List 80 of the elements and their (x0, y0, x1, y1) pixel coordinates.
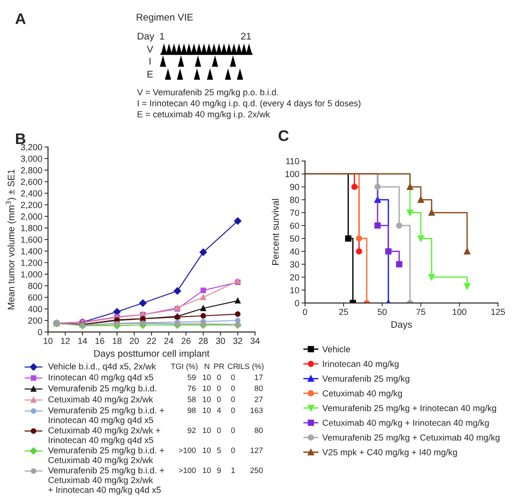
legend-label: Vemurafenib 25 mg/kg b.i.d. + Cetuximab 40 mg/kg 2x/wk + Irinotecan 40 mg/kg q4d x5 (48, 467, 164, 495)
x-tick-label: 10 (44, 338, 53, 344)
legend-label: Irinotecan 40 mg/kg q4d x5 (48, 374, 154, 382)
x-tick-label: 75 (416, 308, 426, 315)
legend-label: Cetuximab 40 mg/kg 2x/wk + Irinotecan 40 mg/kg q4d x5 (48, 427, 160, 445)
x-tick-label: 0 (302, 308, 308, 315)
y-tick-label: 60 (290, 222, 300, 229)
text: B (16, 133, 26, 144)
x-tick-label: 25 (339, 308, 348, 315)
x-tick-label: 24 (164, 338, 174, 344)
x-tick-label: 26 (182, 338, 190, 344)
y-tick-label: 80 (290, 196, 300, 203)
text: A (15, 13, 26, 24)
y-tick-label: 2,400 (20, 190, 42, 198)
y-tick-label: 200 (28, 318, 42, 324)
y-tick-label: 100 (286, 170, 300, 178)
legend-label: Vehicle (322, 346, 350, 352)
text: C (278, 130, 289, 142)
text: Day (138, 32, 154, 42)
text: V = Vemurafenib 25 mg/kg p.o. b.i.d. (137, 88, 278, 98)
legend-label: Vemurafenib 25 mg/kg + Cetuximab 40 mg/kg (322, 434, 500, 442)
y-tick-label: 40 (290, 248, 300, 255)
y-tick-label: 3,000 (20, 156, 42, 163)
y-tick-label: 1,000 (21, 271, 42, 278)
legend-label: Irinotecan 40 mg/kg (323, 360, 399, 369)
x-tick-label: 30 (216, 338, 226, 344)
x-tick-label: 22 (147, 338, 156, 344)
legend-label: Vehicle b.i.d., q4d x5, 2x/wk (48, 363, 156, 372)
legend-label: Vemurafenib 25 mg/kg + Irinotecan 40 mg/kg (322, 404, 496, 413)
x-tick-label: 18 (112, 338, 122, 344)
y-tick-label: 50 (290, 236, 300, 242)
text: I = Irinotecan 40 mg/kg i.p. q.d. (every 4 days for 5 doses) (138, 100, 360, 108)
legend-label: Vemurafenib 25 mg/kg b.i.d. + Irinotecan 40 mg/kg q4d x5 (48, 407, 164, 425)
legend-label: Vemurafenib 25 mg/kg (322, 375, 410, 384)
x-tick-label: 125 (491, 308, 505, 315)
y-tick-label: 0 (38, 329, 42, 336)
y-tick-label: 70 (290, 210, 300, 216)
y-tick-label: 800 (28, 282, 42, 290)
y-tick-label: 400 (28, 306, 42, 312)
y-tick-label: 2,800 (20, 167, 42, 174)
y-tick-label: 2,600 (20, 178, 42, 186)
legend-label: Vemurafenib 25 mg/kg b.i.d. (48, 385, 156, 394)
y-tick-label: 1,800 (21, 225, 42, 232)
x-tick-label: 14 (78, 338, 88, 344)
legend-label: Cetuximab 40 mg/kg (322, 390, 402, 398)
y-tick-label: 3,200 (20, 144, 42, 152)
text: E (148, 70, 153, 78)
x-tick-label: 50 (378, 308, 387, 315)
text: 21 (241, 32, 251, 40)
text: V (146, 46, 154, 53)
y-tick-label: 1,200 (21, 260, 42, 267)
y-tick-label: 30 (290, 261, 300, 268)
y-tick-label: 2,200 (20, 202, 42, 210)
text: Regimen VIE (136, 13, 193, 23)
y-axis-title: Percent survival (272, 199, 279, 265)
text: 1 (160, 32, 164, 40)
y-tick-label: 1,600 (21, 236, 42, 244)
x-tick-label: 20 (130, 338, 139, 344)
legend-label: V25 mpk + C40 mg/kg + I40 mg/kg (322, 448, 457, 458)
x-axis-title: Days posttumor cell implant (94, 350, 210, 359)
x-tick-label: 100 (452, 308, 466, 315)
x-tick-label: 16 (96, 338, 104, 344)
legend-label: Vemurafenib 25 mg/kg b.i.d. + Cetuximab 40 mg/kg 2x/wk (48, 447, 164, 465)
y-tick-label: 110 (286, 158, 300, 164)
y-tick-label: 600 (28, 294, 42, 301)
x-axis-title: Days (392, 321, 412, 330)
legend-label: Cetuximab 40 mg/kg 2x/wk (48, 396, 154, 404)
y-tick-label: 20 (290, 274, 300, 280)
legend-label: Cetuximab 40 mg/kg + Irinotecan 40 mg/kg (322, 419, 489, 428)
x-tick-label: 32 (233, 338, 242, 344)
y-tick-label: 0 (294, 300, 300, 306)
text: E = cetuximab 40 mg/kg i.p. 2x/wk (138, 110, 270, 120)
y-tick-label: 10 (290, 287, 300, 294)
y-tick-label: 90 (290, 184, 300, 190)
y-tick-label: 1,400 (21, 248, 42, 256)
x-tick-label: 34 (250, 338, 260, 344)
x-tick-label: 28 (198, 338, 208, 344)
x-tick-label: 12 (61, 338, 70, 344)
y-axis-title: Mean tumor volume (mm$^{3}$) ± SE1 (6, 170, 16, 310)
y-tick-label: 2,000 (20, 213, 42, 221)
